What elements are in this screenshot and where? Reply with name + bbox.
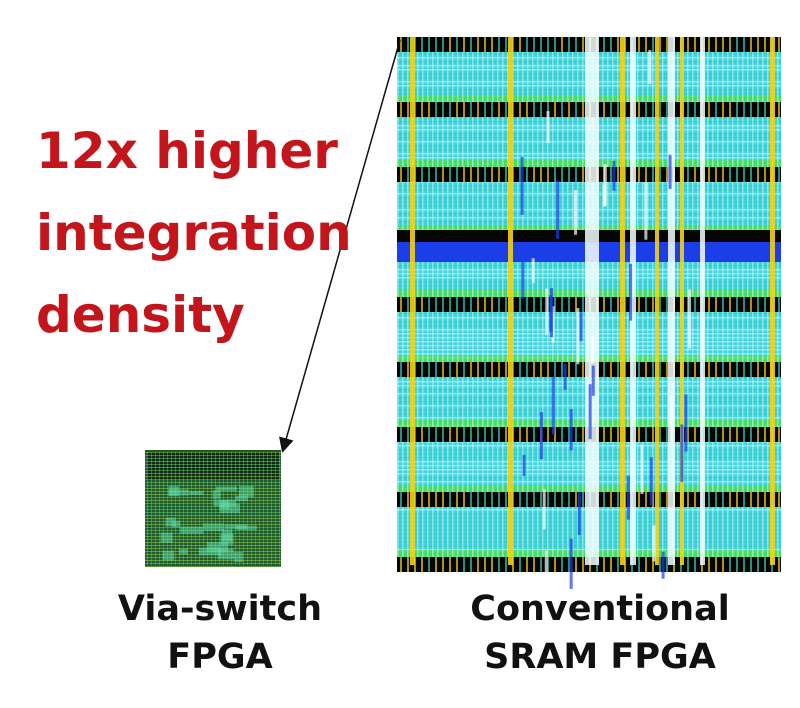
label-line: Via-switch bbox=[117, 589, 323, 629]
headline: 12x higher integration density bbox=[36, 110, 352, 356]
conventional-label: Conventional SRAM FPGA bbox=[440, 585, 760, 681]
label-line: Conventional bbox=[470, 589, 730, 629]
conventional-sram-fpga-layout bbox=[397, 37, 781, 589]
headline-line: density bbox=[36, 286, 245, 344]
label-line: FPGA bbox=[167, 637, 273, 677]
label-line: SRAM FPGA bbox=[484, 637, 716, 677]
via-switch-label: Via-switch FPGA bbox=[100, 585, 340, 681]
headline-line: integration bbox=[36, 204, 352, 262]
headline-line: 12x higher bbox=[36, 122, 338, 180]
via-switch-fpga-layout bbox=[145, 450, 281, 567]
zoom-arrow bbox=[279, 39, 401, 453]
